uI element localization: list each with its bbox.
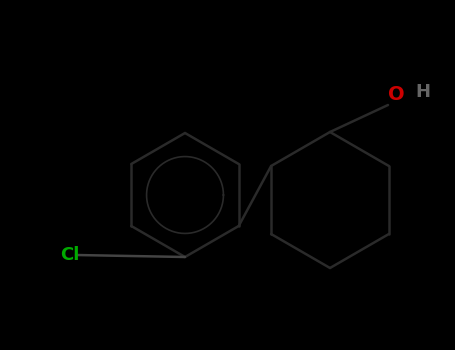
- Text: Cl: Cl: [60, 246, 79, 264]
- Text: H: H: [415, 83, 430, 101]
- Text: O: O: [388, 85, 404, 105]
